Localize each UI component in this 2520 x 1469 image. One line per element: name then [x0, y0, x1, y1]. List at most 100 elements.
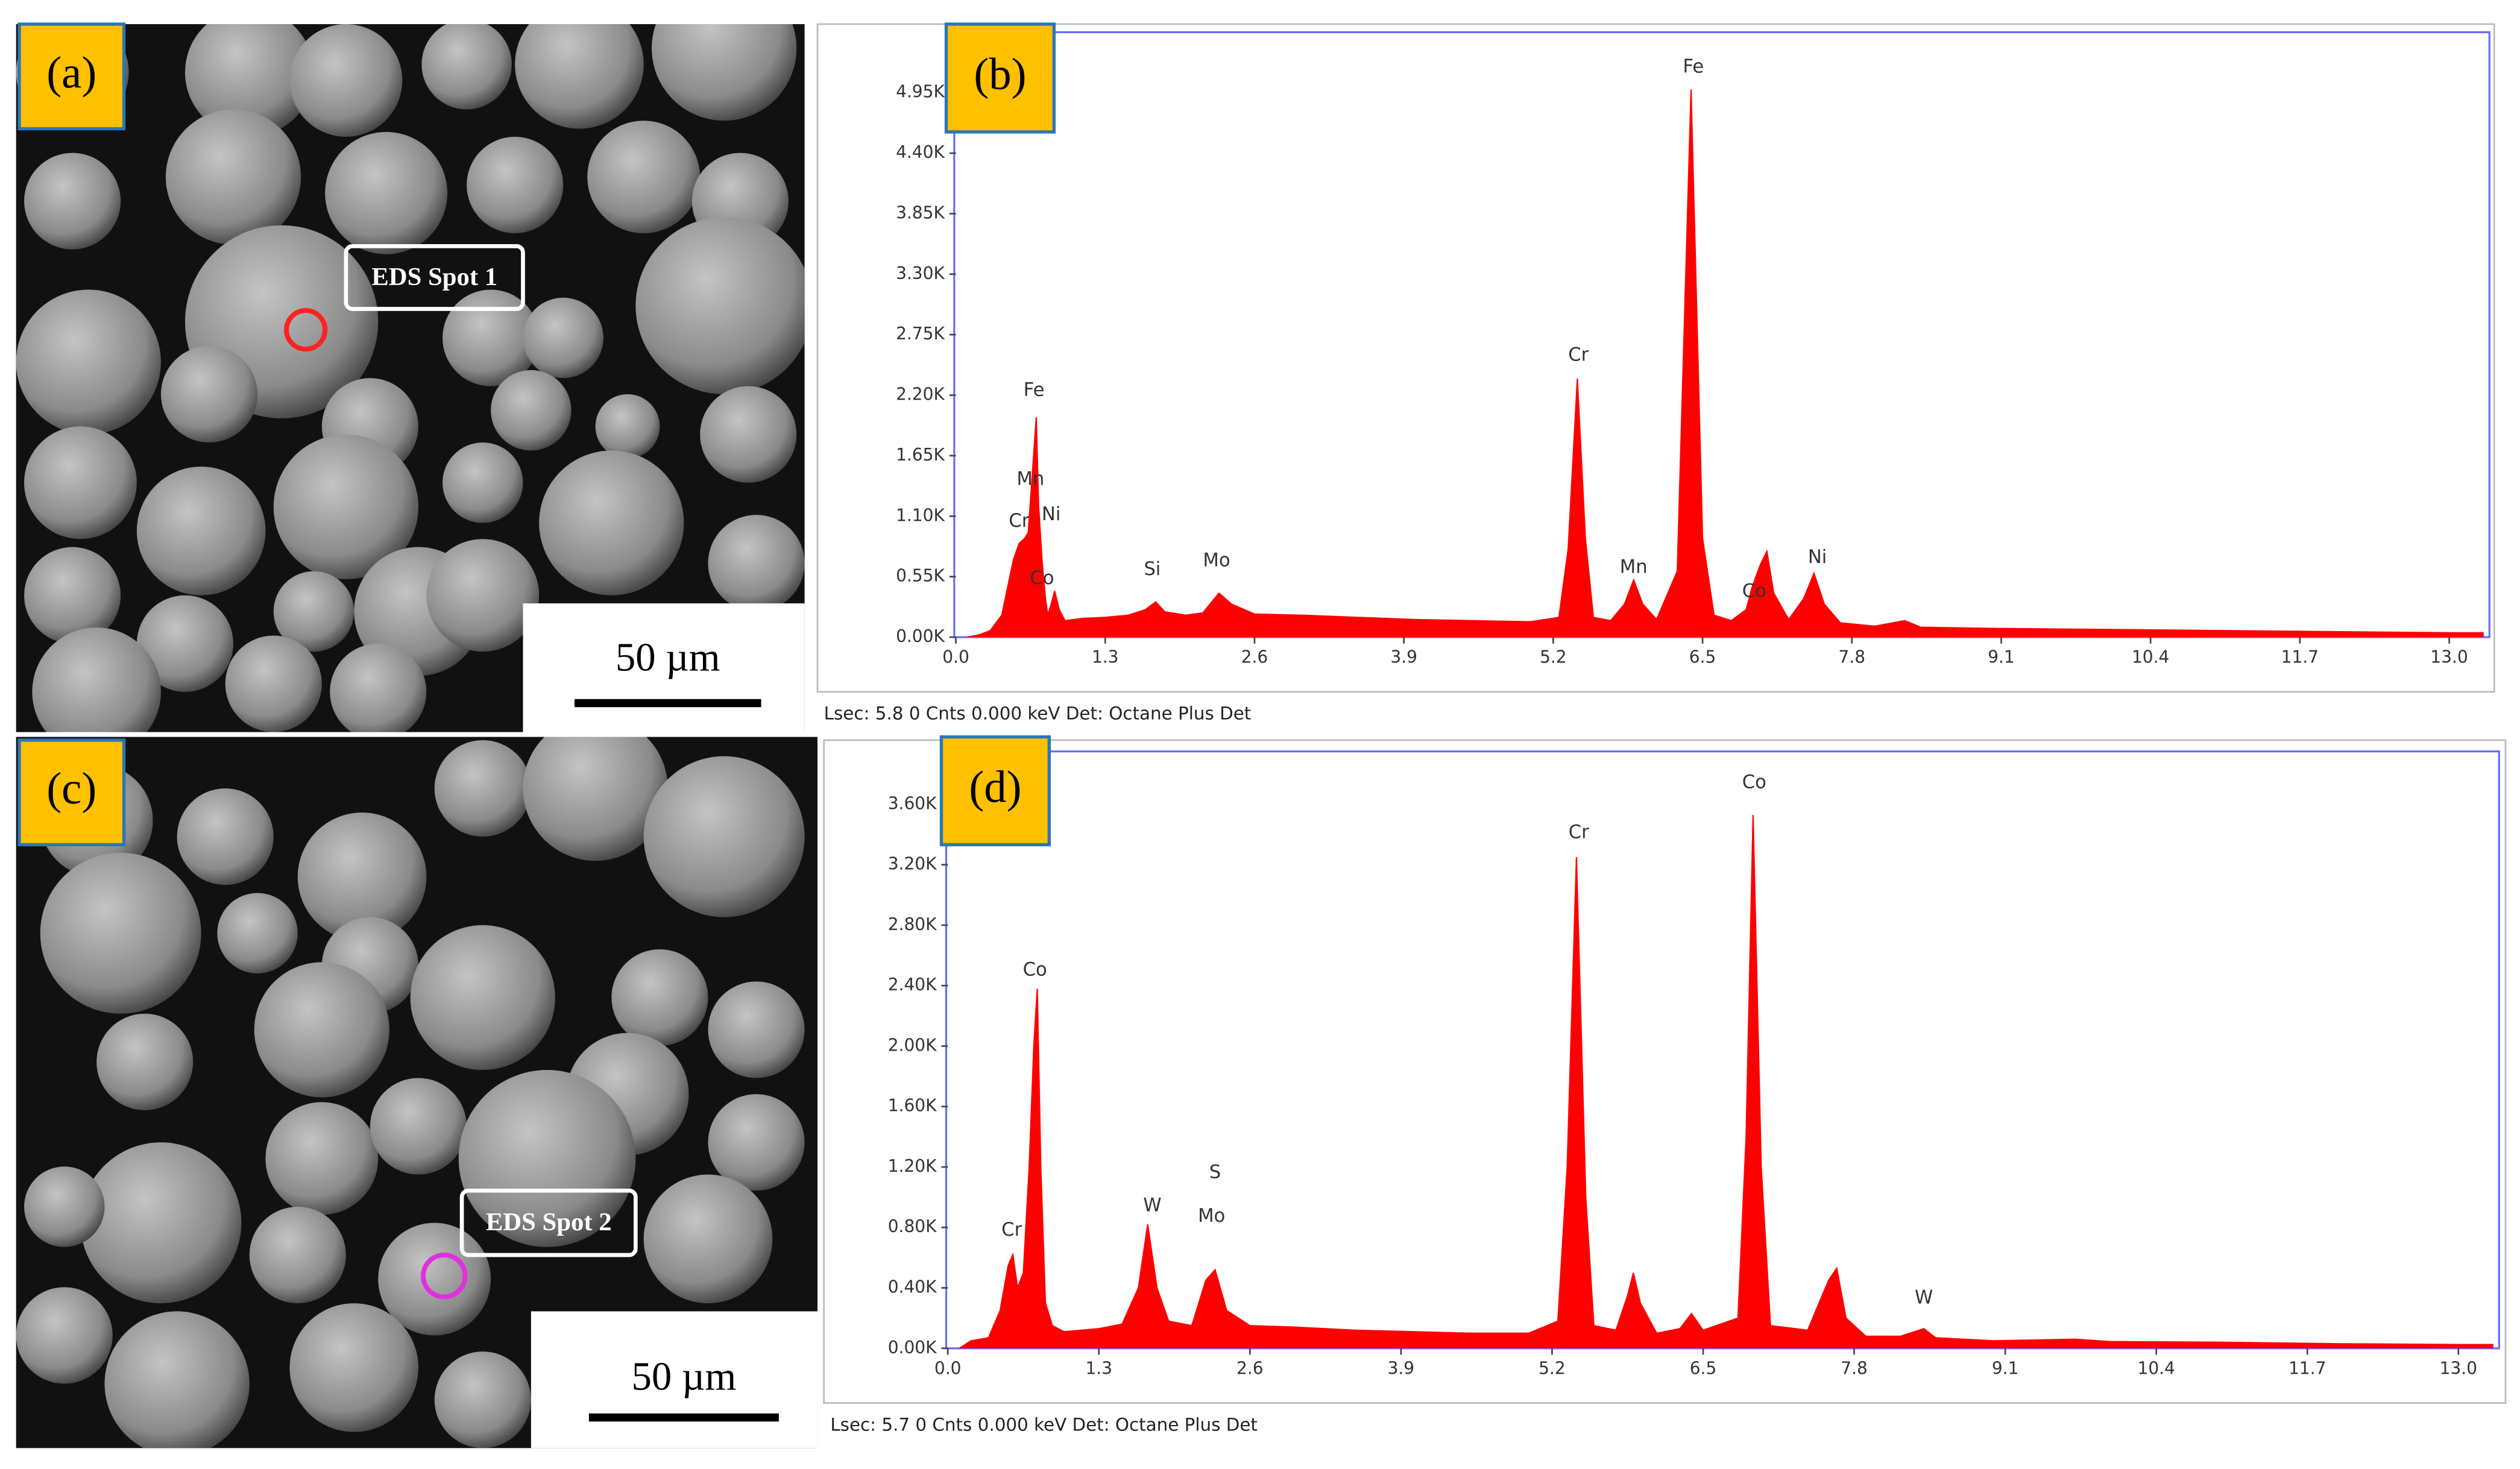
peak-label: Mo: [1203, 550, 1230, 571]
particle: [443, 289, 540, 386]
peak-label: Co: [1030, 568, 1054, 589]
y-tick-label: 1.60K: [888, 1096, 937, 1116]
peak-label: Cr: [1568, 344, 1589, 365]
particle: [458, 1070, 636, 1247]
particle: [273, 434, 418, 579]
peak-label: Fe: [1024, 380, 1045, 401]
panel-label: (a): [46, 48, 96, 98]
particle: [587, 121, 701, 234]
particle: [491, 370, 572, 451]
spot-box: [344, 244, 525, 311]
x-tick-label: 10.4: [2138, 1359, 2175, 1379]
particle: [225, 635, 322, 732]
peak-label: Co: [1023, 960, 1047, 981]
particle: [254, 962, 389, 1098]
particle: [700, 386, 797, 483]
particle: [652, 24, 797, 121]
y-tick-label: 1.65K: [896, 445, 945, 465]
x-tick-label: 11.7: [2281, 647, 2319, 667]
particle: [289, 1303, 418, 1432]
x-tick-label: 9.1: [1992, 1359, 2019, 1379]
x-tick-label: 6.5: [1689, 647, 1716, 667]
peak-label: W: [1143, 1195, 1161, 1216]
chart-frame: [823, 739, 2507, 1404]
x-tick-label: 5.2: [1540, 647, 1567, 667]
x-tick-label: 5.2: [1539, 1359, 1566, 1379]
x-tick-label: 11.7: [2288, 1359, 2326, 1379]
particle: [265, 1102, 379, 1215]
y-tick-label: 0.00K: [896, 626, 945, 646]
particle: [24, 153, 121, 250]
y-tick-label: 0.40K: [888, 1277, 937, 1297]
particle: [708, 1094, 805, 1191]
spot-box: [459, 1188, 638, 1257]
particle: [16, 289, 161, 435]
particle: [539, 450, 684, 596]
particle: [136, 467, 266, 596]
particle: [80, 1142, 242, 1304]
particle: [32, 628, 161, 732]
x-tick-label: 0.0: [942, 647, 969, 667]
y-tick-label: 3.20K: [888, 854, 937, 874]
spot-label: EDS Spot 1: [371, 263, 497, 291]
particle: [515, 24, 644, 129]
peak-label: Co: [1742, 581, 1766, 602]
x-tick-label: 2.6: [1236, 1359, 1264, 1379]
scale-bar-box: [531, 1311, 817, 1449]
particle: [24, 1166, 105, 1247]
particle: [24, 547, 121, 644]
particle: [24, 426, 137, 539]
x-tick-label: 9.1: [1988, 647, 2015, 667]
spot-marker: [284, 308, 328, 352]
peak-label: Si: [1144, 559, 1161, 580]
particle: [16, 1287, 113, 1384]
y-tick-label: 3.30K: [896, 263, 945, 283]
spectrum-line: [967, 89, 2484, 638]
particle: [708, 515, 805, 612]
x-tick-label: 6.5: [1690, 1359, 1717, 1379]
particle: [330, 643, 427, 732]
y-tick-label: 1.10K: [896, 505, 945, 525]
y-tick-label: 4.95K: [896, 82, 945, 102]
x-tick-label: 13.0: [2440, 1359, 2477, 1379]
particle: [136, 595, 234, 692]
particle: [421, 24, 512, 110]
y-tick-label: 1.20K: [888, 1156, 937, 1176]
particle: [410, 925, 555, 1071]
y-tick-label: 2.40K: [888, 975, 937, 995]
x-tick-label: 7.8: [1838, 647, 1865, 667]
chart-footer: Lsec: 5.8 0 Cnts 0.000 keV Det: Octane P…: [824, 703, 1252, 724]
x-tick-label: 3.9: [1390, 647, 1417, 667]
particles: [16, 737, 805, 1449]
particle: [325, 131, 448, 254]
panel-label: (b): [974, 49, 1026, 99]
peak-label: W: [1915, 1288, 1933, 1309]
peak-label: Ni: [1808, 547, 1827, 568]
peak-label: Cr: [1569, 822, 1589, 843]
spot-label: EDS Spot 2: [486, 1208, 612, 1236]
particle: [40, 852, 201, 1014]
panel-label: (c): [46, 764, 96, 814]
peak-label: Mn: [1620, 557, 1648, 578]
particle: [289, 24, 403, 137]
particle: [426, 539, 540, 652]
chart-footer: Lsec: 5.7 0 Cnts 0.000 keV Det: Octane P…: [830, 1414, 1258, 1435]
peak-label: Cr: [1001, 1219, 1022, 1241]
y-tick-label: 2.80K: [888, 914, 937, 934]
particle: [708, 981, 805, 1078]
y-tick-label: 2.20K: [896, 385, 945, 404]
y-tick-label: 2.00K: [888, 1035, 937, 1055]
particle: [523, 737, 668, 861]
peak-label: Cr: [1009, 511, 1029, 532]
particle: [217, 893, 298, 974]
particle: [643, 756, 805, 917]
spectrum-line: [959, 814, 2493, 1349]
particle: [184, 24, 314, 137]
y-tick-label: 0.00K: [888, 1338, 937, 1357]
particle: [104, 1311, 250, 1449]
chart-frame: [816, 23, 2495, 693]
panel-label-box: [17, 22, 126, 131]
particle: [643, 1174, 773, 1304]
